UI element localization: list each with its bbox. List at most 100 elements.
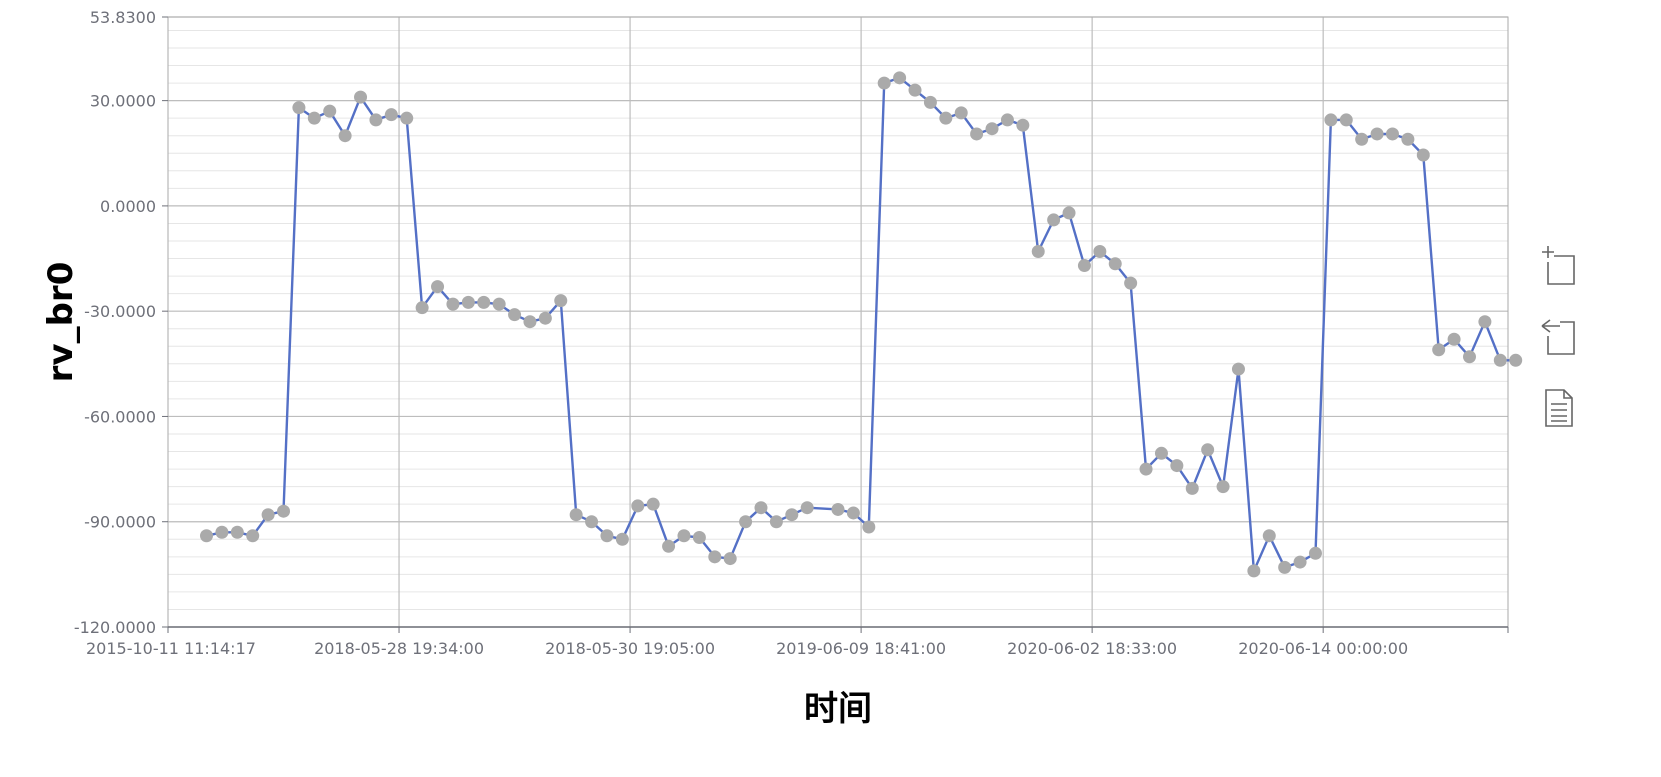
data-point[interactable]: [1000, 113, 1014, 127]
data-point[interactable]: [1278, 560, 1292, 574]
data-point[interactable]: [1324, 113, 1338, 127]
data-point[interactable]: [1047, 213, 1061, 227]
data-point[interactable]: [538, 311, 552, 325]
data-point[interactable]: [1355, 132, 1369, 146]
data-point[interactable]: [523, 315, 537, 329]
data-point[interactable]: [1416, 148, 1430, 162]
data-point[interactable]: [307, 111, 321, 125]
data-point[interactable]: [800, 501, 814, 515]
data-point[interactable]: [477, 295, 491, 309]
data-point[interactable]: [1108, 257, 1122, 271]
data-point[interactable]: [400, 111, 414, 125]
data-point[interactable]: [415, 301, 429, 315]
y-tick-label: 30.0000: [90, 92, 156, 111]
data-point[interactable]: [877, 76, 891, 90]
data-point[interactable]: [1077, 259, 1091, 273]
data-point[interactable]: [739, 515, 753, 529]
data-point[interactable]: [1447, 332, 1461, 346]
data-point[interactable]: [431, 280, 445, 294]
data-point[interactable]: [1031, 245, 1045, 259]
data-point[interactable]: [615, 532, 629, 546]
data-point[interactable]: [292, 101, 306, 115]
data-point[interactable]: [908, 83, 922, 97]
y-tick-label: 0.0000: [100, 197, 156, 216]
data-point[interactable]: [1170, 459, 1184, 473]
data-point[interactable]: [1478, 315, 1492, 329]
data-point[interactable]: [692, 531, 706, 545]
data-point[interactable]: [1370, 127, 1384, 141]
data-point[interactable]: [461, 295, 475, 309]
data-point[interactable]: [492, 297, 506, 311]
series-points: [200, 71, 1523, 578]
y-tick-label: -30.0000: [84, 302, 156, 321]
data-point[interactable]: [1293, 555, 1307, 569]
data-point[interactable]: [1509, 353, 1523, 367]
data-point[interactable]: [831, 502, 845, 516]
data-point[interactable]: [769, 515, 783, 529]
data-point[interactable]: [1201, 443, 1215, 457]
data-point[interactable]: [1216, 480, 1230, 494]
data-point[interactable]: [1432, 343, 1446, 357]
data-point[interactable]: [569, 508, 583, 522]
zoom-restore-icon[interactable]: [1538, 316, 1578, 360]
data-point[interactable]: [230, 525, 244, 539]
data-point[interactable]: [754, 501, 768, 515]
data-point[interactable]: [384, 108, 398, 122]
data-point[interactable]: [1093, 245, 1107, 259]
data-point[interactable]: [338, 129, 352, 143]
data-point[interactable]: [677, 529, 691, 543]
data-point[interactable]: [985, 122, 999, 136]
data-point[interactable]: [723, 552, 737, 566]
data-point[interactable]: [1062, 206, 1076, 220]
data-point[interactable]: [708, 550, 722, 564]
data-point[interactable]: [1016, 118, 1030, 132]
data-point[interactable]: [1154, 446, 1168, 460]
data-point[interactable]: [554, 294, 568, 308]
data-point[interactable]: [600, 529, 614, 543]
data-point[interactable]: [785, 508, 799, 522]
data-point[interactable]: [508, 308, 522, 322]
y-tick-label: -90.0000: [84, 513, 156, 532]
data-point[interactable]: [1262, 529, 1276, 543]
data-point[interactable]: [970, 127, 984, 141]
data-point[interactable]: [1185, 481, 1199, 495]
data-view-icon[interactable]: [1538, 386, 1578, 430]
data-point[interactable]: [446, 297, 460, 311]
data-point[interactable]: [862, 520, 876, 534]
data-point[interactable]: [215, 525, 229, 539]
data-point[interactable]: [246, 529, 260, 543]
data-point[interactable]: [585, 515, 599, 529]
x-tick-label: 2020-06-02 18:33:00: [1007, 639, 1177, 658]
data-point[interactable]: [954, 106, 968, 120]
data-point[interactable]: [323, 104, 337, 118]
data-point[interactable]: [939, 111, 953, 125]
data-point[interactable]: [1247, 564, 1261, 578]
data-point[interactable]: [277, 504, 291, 518]
data-point[interactable]: [200, 529, 214, 543]
data-point[interactable]: [1462, 350, 1476, 364]
data-point[interactable]: [662, 539, 676, 553]
y-tick-label: 53.8300: [90, 8, 156, 27]
data-point[interactable]: [261, 508, 275, 522]
data-point[interactable]: [1139, 462, 1153, 476]
data-point[interactable]: [1401, 132, 1415, 146]
data-point[interactable]: [646, 497, 660, 511]
data-point[interactable]: [1231, 362, 1245, 376]
data-zoom-icon[interactable]: [1538, 246, 1578, 290]
data-point[interactable]: [1385, 127, 1399, 141]
data-point[interactable]: [1493, 353, 1507, 367]
x-tick-label: 2019-06-09 18:41:00: [776, 639, 946, 658]
data-point[interactable]: [369, 113, 383, 127]
data-point[interactable]: [354, 90, 368, 104]
data-point[interactable]: [846, 506, 860, 520]
y-tick-label: -120.0000: [74, 618, 156, 637]
data-point[interactable]: [1308, 546, 1322, 560]
data-point[interactable]: [893, 71, 907, 85]
x-axis-title: 时间: [804, 689, 872, 729]
data-point[interactable]: [1124, 276, 1138, 290]
x-tick-label: 2020-06-14 00:00:00: [1238, 639, 1408, 658]
data-point[interactable]: [631, 499, 645, 513]
data-point[interactable]: [923, 95, 937, 109]
data-point[interactable]: [1339, 113, 1353, 127]
